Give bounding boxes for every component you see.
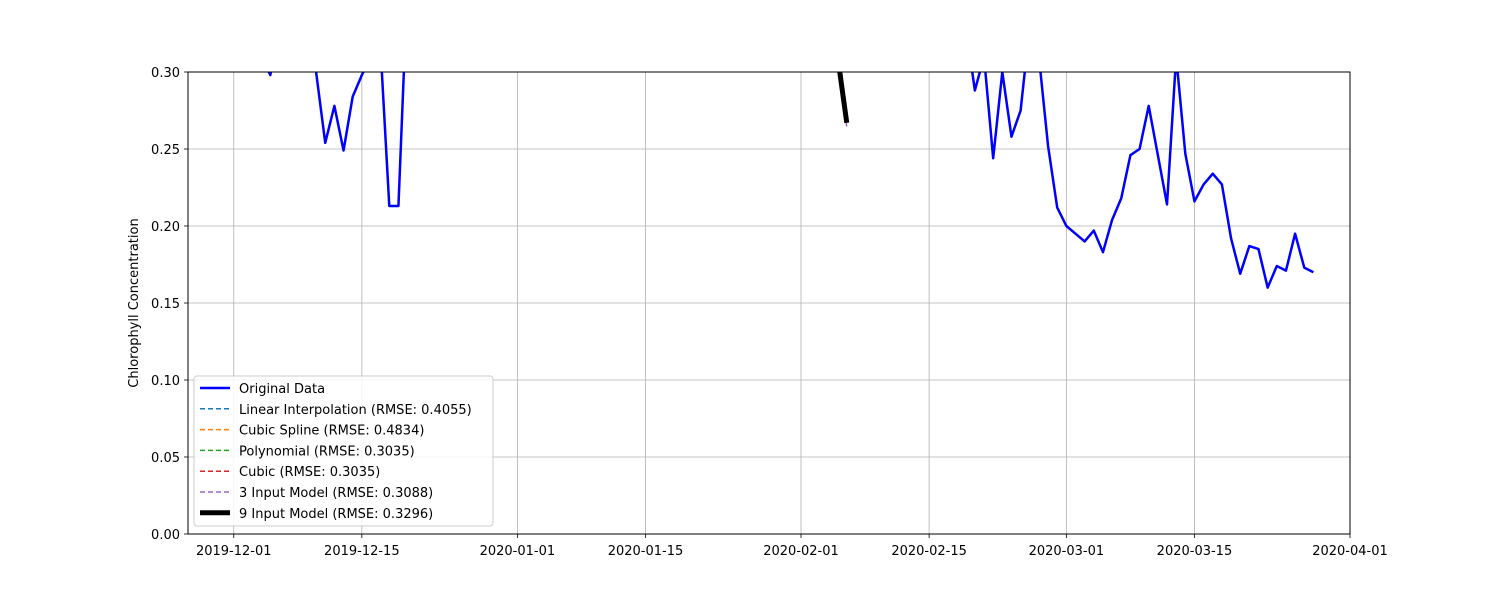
x-tick-label: 2020-03-15 <box>1157 544 1233 559</box>
legend-label: Cubic (RMSE: 0.3035) <box>239 465 380 480</box>
legend-items: Original Data Linear Interpolation (RMSE:… <box>200 382 472 522</box>
y-tick-label: 0.30 <box>151 66 180 81</box>
legend-label: 9 Input Model (RMSE: 0.3296) <box>239 507 433 522</box>
legend-label: Polynomial (RMSE: 0.3035) <box>239 444 415 459</box>
series-line-0 <box>970 72 1314 289</box>
x-tick-label: 2019-12-01 <box>196 544 272 559</box>
legend: Original Data Linear Interpolation (RMSE:… <box>193 375 494 527</box>
y-axis-title: Chlorophyll Concentration <box>127 218 142 387</box>
y-tick-label: 0.00 <box>151 528 180 543</box>
legend-label: Cubic Spline (RMSE: 0.4834) <box>239 424 424 439</box>
series-line-0 <box>314 72 406 208</box>
legend-box <box>193 375 494 527</box>
tick-layer: 2019-12-01 2019-12-15 2020-01-01 2020-01-15… <box>151 66 1388 559</box>
series-line-0 <box>267 72 273 77</box>
legend-label: 3 Input Model (RMSE: 0.3088) <box>239 486 433 501</box>
y-tick-label: 0.20 <box>151 220 180 235</box>
series-layer <box>267 72 1314 289</box>
x-tick-label: 2019-12-15 <box>324 544 400 559</box>
series-line-6 <box>837 72 850 124</box>
x-tick-label: 2020-02-01 <box>763 544 839 559</box>
x-tick-label: 2020-03-01 <box>1029 544 1105 559</box>
legend-label: Linear Interpolation (RMSE: 0.4055) <box>239 403 472 418</box>
x-tick-label: 2020-01-01 <box>480 544 556 559</box>
legend-label: Original Data <box>239 382 325 397</box>
y-tick-label: 0.25 <box>151 143 180 158</box>
y-tick-label: 0.15 <box>151 297 180 312</box>
x-tick-label: 2020-02-15 <box>891 544 967 559</box>
y-tick-label: 0.10 <box>151 374 180 389</box>
x-tick-label: 2020-01-15 <box>608 544 684 559</box>
y-tick-label: 0.05 <box>151 451 180 466</box>
x-tick-label: 2020-04-01 <box>1312 544 1388 559</box>
